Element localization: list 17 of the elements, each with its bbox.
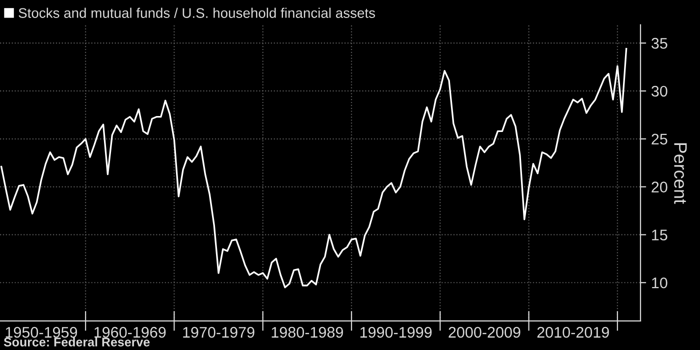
y-axis-title: Percent	[674, 143, 687, 204]
y-tick-label: 35	[652, 38, 668, 49]
y-tick-label: 30	[652, 86, 668, 97]
x-tick-label: 1960-1969	[94, 326, 166, 338]
legend-label: Stocks and mutual funds / U.S. household financial assets	[18, 8, 376, 18]
x-tick-label: 1970-1979	[183, 326, 254, 338]
line-series	[0, 48, 628, 288]
y-tick-label: 20	[652, 182, 668, 192]
x-tick-label: 2010-2019	[537, 326, 609, 338]
x-tick-label: 2000-2009	[448, 326, 520, 338]
y-tick-label: 10	[652, 277, 668, 288]
x-tick-label: 1950-1959	[6, 326, 78, 338]
x-tick-label: 1980-1989	[272, 326, 343, 338]
source-note: Source: Federal Reserve	[4, 337, 150, 346]
y-tick-label: 25	[652, 134, 668, 145]
x-tick-label: 1990-1999	[360, 326, 432, 338]
y-tick-label: 15	[652, 230, 668, 240]
